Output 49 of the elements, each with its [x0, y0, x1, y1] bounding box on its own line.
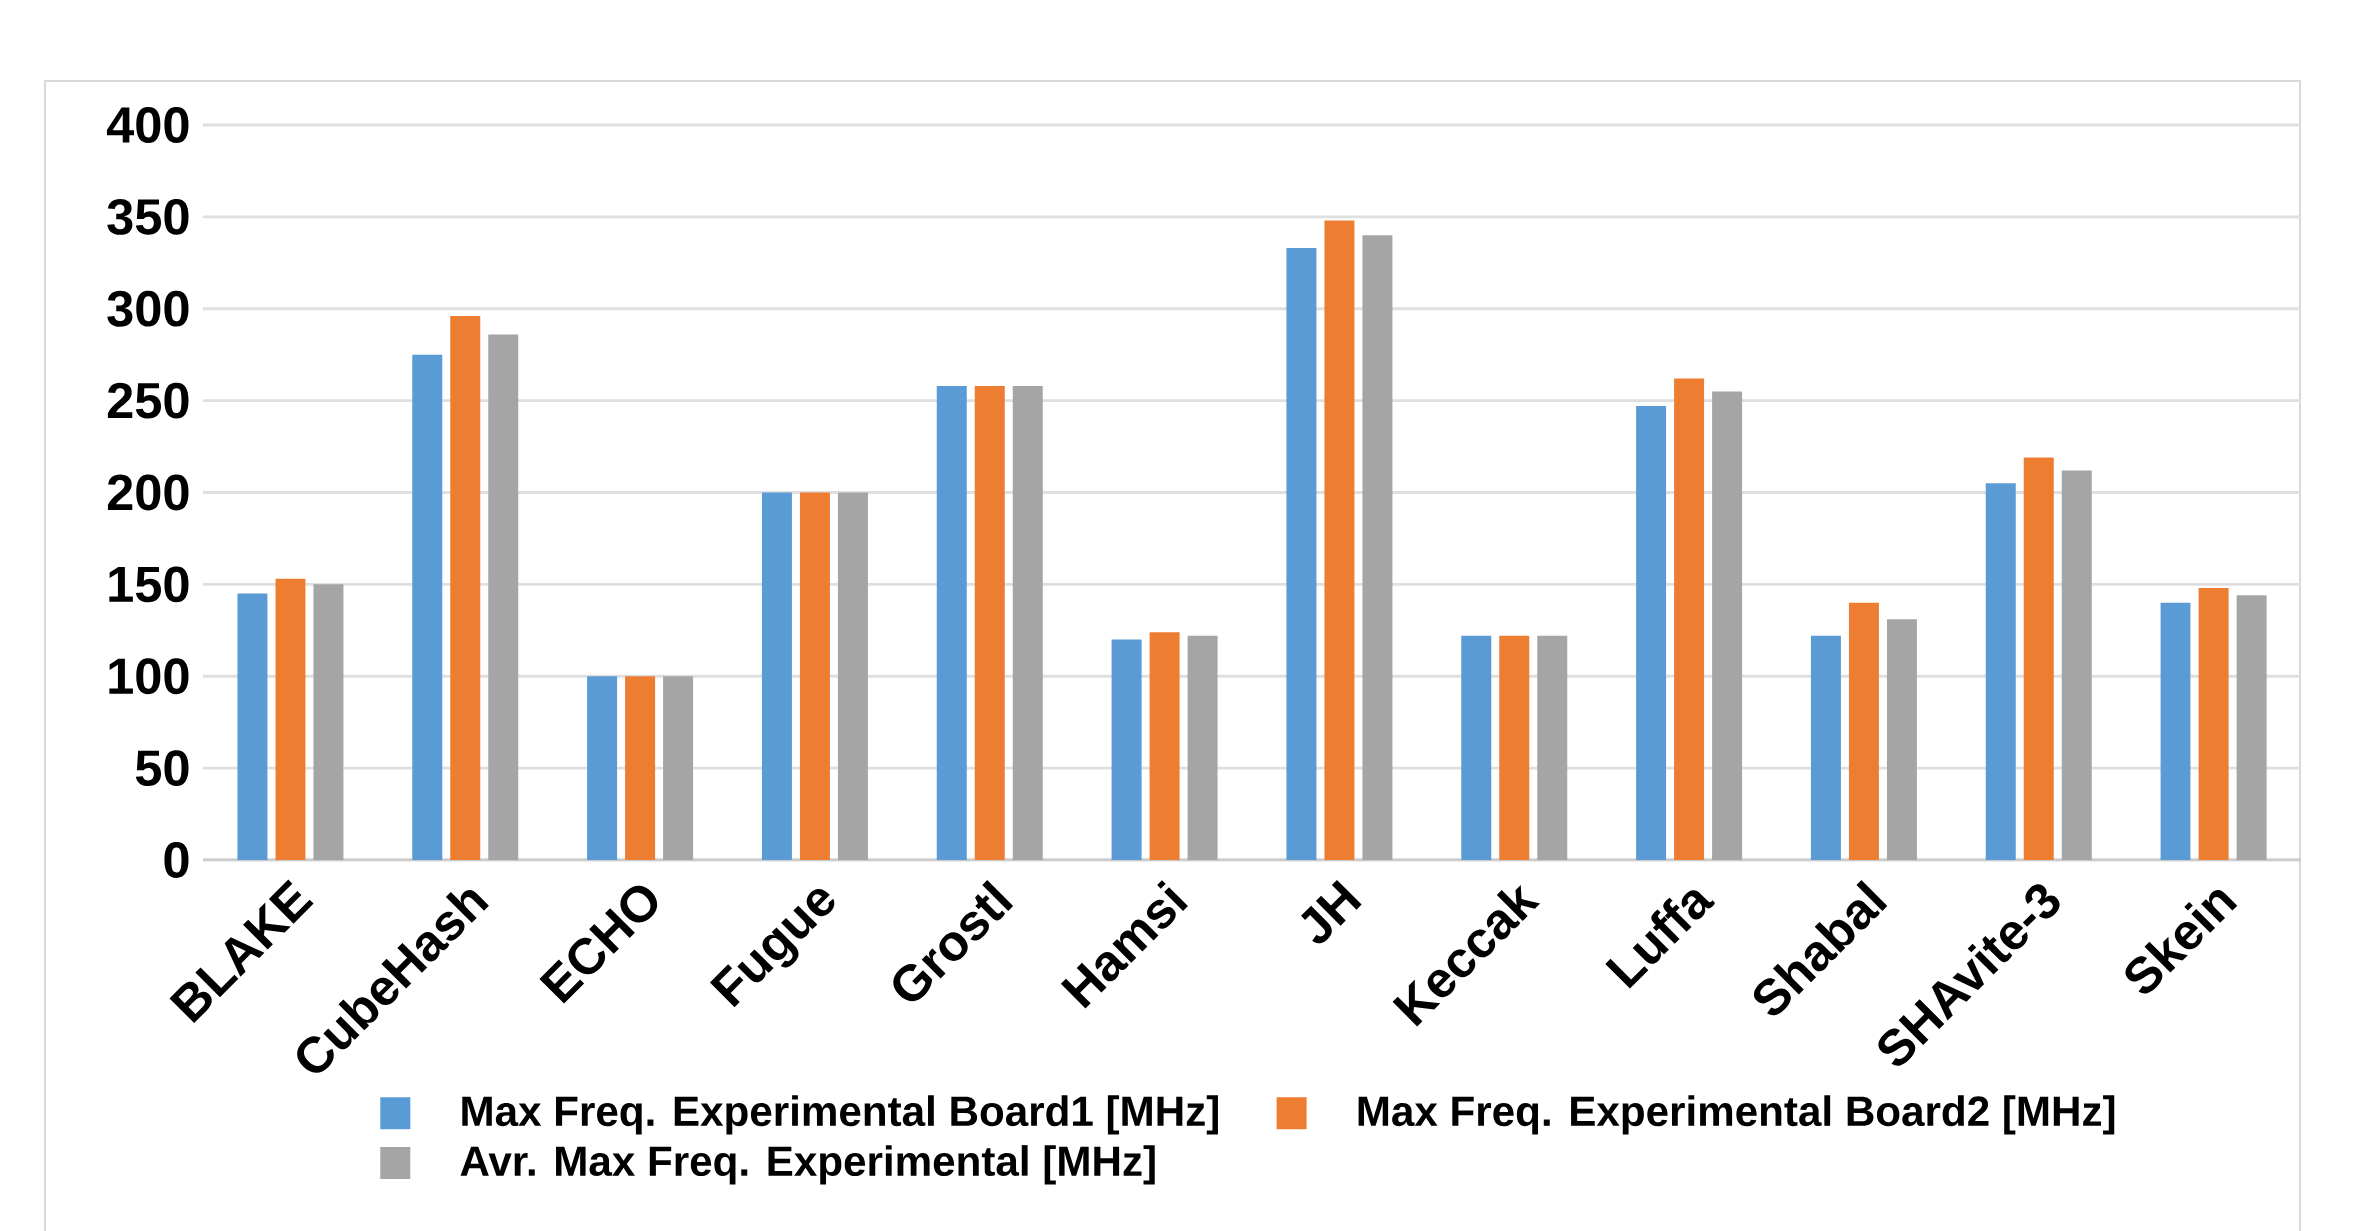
bar: [761, 492, 792, 860]
bar: [2061, 470, 2092, 860]
bar: [1149, 632, 1180, 860]
legend-label: Max Freq. Experimental Board1 [MHz]: [462, 1095, 1218, 1135]
bar: [2023, 457, 2054, 860]
bar: [1636, 406, 1667, 860]
bar: [1712, 391, 1743, 860]
bar: [936, 385, 967, 860]
bar: [488, 334, 519, 860]
legend-label: Max Freq. Experimental Board2 [MHz]: [1358, 1095, 2115, 1135]
bar: [1324, 220, 1355, 860]
legend-label: Avr. Max Freq. Experimental [MHz]: [460, 1145, 1155, 1185]
bar: [1848, 602, 1879, 860]
y-tick-label: 200: [107, 474, 189, 511]
bar: [2198, 588, 2229, 860]
bar: [1012, 385, 1043, 860]
x-tick-label: JH: [1301, 879, 1362, 944]
bar: [625, 676, 656, 860]
bar: [1537, 635, 1568, 860]
y-tick-label: 300: [107, 290, 189, 327]
bar: [412, 354, 443, 860]
y-tick-label: 150: [109, 566, 189, 603]
bar: [1810, 635, 1841, 860]
bar: [799, 492, 830, 860]
bar: [1111, 639, 1142, 860]
y-tick-label: 250: [107, 382, 189, 419]
bar: [2236, 595, 2267, 860]
bar: [450, 316, 481, 860]
bar: [237, 593, 268, 860]
bar: [1187, 635, 1218, 860]
bar: [1499, 635, 1530, 860]
y-tick-label: 400: [106, 107, 189, 143]
bar: [2160, 602, 2191, 860]
bar: [1362, 235, 1393, 860]
bar: [974, 385, 1005, 860]
bar: [1886, 619, 1917, 860]
y-tick-label: 0: [164, 842, 189, 878]
bar: [1674, 378, 1705, 860]
bar: [313, 584, 344, 860]
y-tick-label: 50: [135, 750, 189, 787]
bar: [275, 578, 306, 860]
bar: [1461, 635, 1492, 860]
bar: [1985, 483, 2016, 860]
bar: [663, 676, 694, 860]
y-tick-label: 100: [109, 658, 189, 695]
bar: [837, 492, 868, 860]
y-tick-label: 350: [107, 198, 189, 235]
bar: [1286, 248, 1317, 860]
bar: [587, 676, 618, 860]
